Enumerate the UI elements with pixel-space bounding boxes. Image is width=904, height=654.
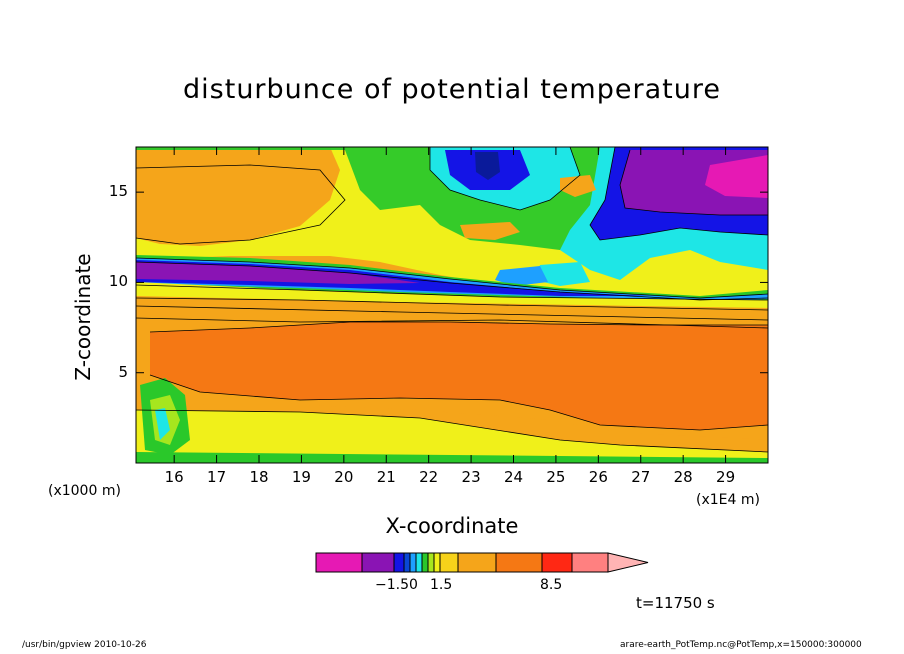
colorbar-label: 1.5: [430, 577, 453, 593]
x-tick-label: 19: [291, 468, 311, 486]
x-axis-unit-left: (x1000 m): [48, 483, 121, 499]
x-axis-unit-right: (x1E4 m): [696, 492, 760, 508]
x-tick-label: 16: [164, 468, 184, 486]
footer-right: arare-earth_PotTemp.nc@PotTemp,x=150000:…: [620, 640, 862, 650]
y-axis-label: Z-coordinate: [71, 253, 95, 381]
x-tick-label: 22: [419, 468, 439, 486]
colorbar-segment: [495, 552, 543, 573]
x-tick-label: 26: [588, 468, 608, 486]
colorbar-segment: [403, 552, 411, 573]
time-label: t=11750 s: [636, 594, 715, 612]
x-tick-label: 18: [249, 468, 269, 486]
colorbar-segment: [415, 552, 423, 573]
colorbar-segment: [571, 552, 609, 573]
x-tick-label: 25: [546, 468, 566, 486]
y-tick-label: 10: [108, 272, 128, 291]
x-tick-label: 21: [376, 468, 396, 486]
colorbar-label: −1.50: [375, 577, 418, 593]
colorbar-segment: [541, 552, 573, 573]
colorbar-segment: [427, 552, 435, 573]
y-tick-label: 5: [118, 362, 128, 381]
x-tick-label: 28: [673, 468, 693, 486]
colorbar-segment: [457, 552, 497, 573]
x-tick-label: 24: [503, 468, 524, 486]
colorbar-segment: [393, 552, 405, 573]
x-tick-label: 20: [334, 468, 354, 486]
colorbar-segment: [439, 552, 459, 573]
x-tick-label: 23: [461, 468, 481, 486]
y-tick-label: 15: [108, 182, 128, 201]
colorbar: [315, 552, 649, 573]
colorbar-label: 8.5: [540, 577, 563, 593]
colorbar-extend-arrow: [607, 552, 649, 573]
contour-lines: [136, 147, 768, 453]
colorbar-segment: [409, 552, 417, 573]
x-axis-label: X-coordinate: [385, 514, 519, 538]
x-tick-label: 29: [716, 468, 736, 486]
x-tick-label: 17: [207, 468, 227, 486]
colorbar-segment: [315, 552, 363, 573]
colorbar-segment: [361, 552, 395, 573]
contour-field: [136, 147, 768, 463]
colorbar-segment: [433, 552, 441, 573]
x-tick-label: 27: [631, 468, 651, 486]
chart-title: disturbunce of potential temperature: [183, 74, 721, 105]
colorbar-segment: [421, 552, 429, 573]
footer-left: /usr/bin/gpview 2010-10-26: [22, 640, 147, 650]
